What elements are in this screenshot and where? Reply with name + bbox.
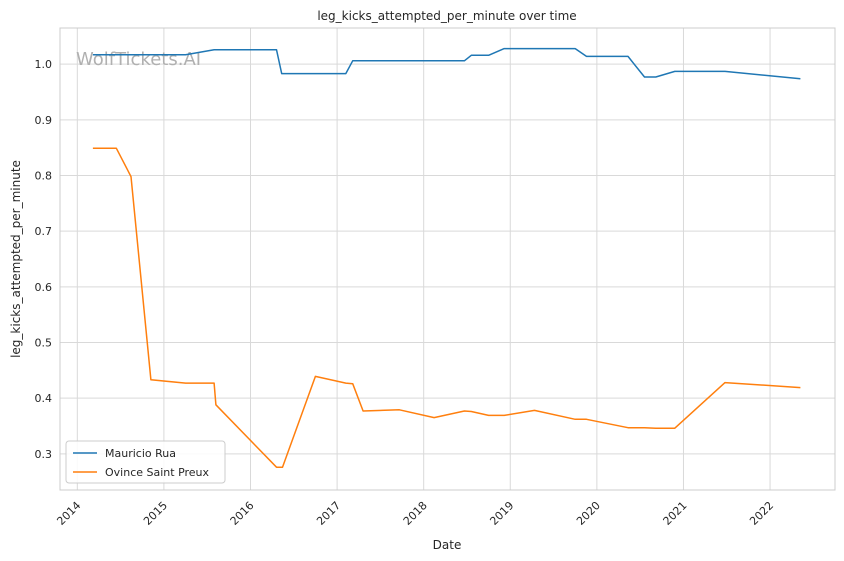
y-tick-label: 0.9	[35, 114, 53, 127]
x-tick-label: 2021	[661, 499, 690, 528]
series-line-0	[92, 47, 801, 80]
plot-background	[60, 28, 835, 490]
series-layer	[92, 47, 801, 468]
legend-box	[65, 440, 226, 484]
y-tick-label: 0.4	[35, 392, 53, 405]
series-line-1	[92, 147, 801, 468]
y-tick-label: 0.6	[35, 281, 53, 294]
x-tick-label: 2015	[141, 499, 170, 528]
grid-lines	[60, 28, 835, 490]
x-tick-label: 2016	[228, 499, 257, 528]
legend: Mauricio Rua Ovince Saint Preux	[65, 440, 226, 484]
x-tick-label: 2022	[747, 499, 776, 528]
y-tick-label: 0.5	[35, 336, 53, 349]
y-tick-label: 1.0	[35, 58, 53, 71]
x-axis-title: Date	[433, 538, 462, 552]
chart-title: leg_kicks_attempted_per_minute over time	[317, 9, 576, 23]
y-axis-title: leg_kicks_attempted_per_minute	[9, 160, 23, 358]
x-tick-label: 2019	[487, 499, 516, 528]
y-tick-label: 0.8	[35, 170, 53, 183]
x-tick-label: 2018	[401, 499, 430, 528]
y-tick-labels: 0.3 0.4 0.5 0.6 0.7 0.8 0.9 1.0	[35, 58, 53, 461]
y-tick-label: 0.3	[35, 448, 53, 461]
x-tick-label: 2014	[54, 499, 83, 528]
watermark: WolfTickets.AI	[76, 49, 201, 70]
x-tick-labels: 2014 2015 2016 2017 2018 2019 2020 2021 2022	[54, 499, 776, 528]
plot-frame	[59, 27, 836, 491]
legend-label-1: Ovince Saint Preux	[105, 466, 210, 479]
x-tick-label: 2017	[314, 499, 343, 528]
x-tick-label: 2020	[574, 499, 603, 528]
y-tick-label: 0.7	[35, 225, 53, 238]
legend-label-0: Mauricio Rua	[105, 447, 176, 460]
